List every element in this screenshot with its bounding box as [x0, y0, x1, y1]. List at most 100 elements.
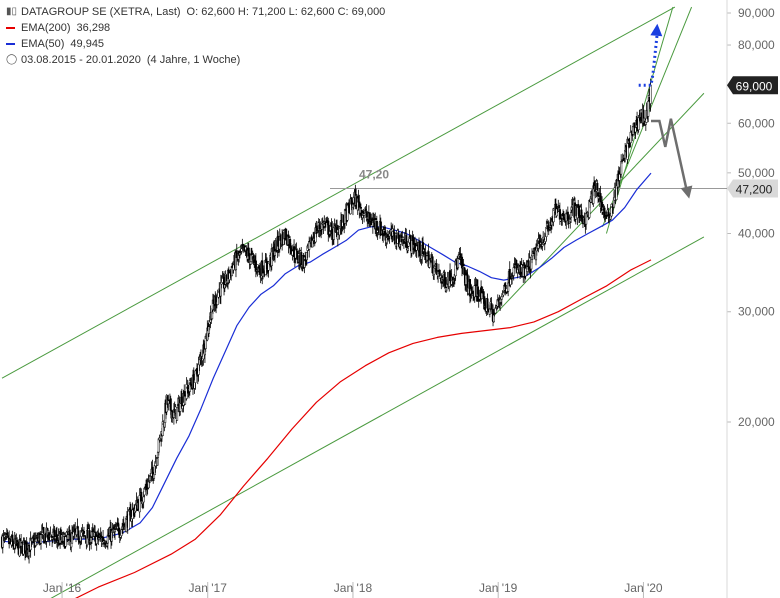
- candle-body: [620, 160, 624, 163]
- x-tick-label: Jan '18: [334, 581, 373, 595]
- candle-body: [569, 212, 573, 219]
- instrument-name: DATAGROUP SE (XETRA, Last): [21, 6, 181, 18]
- candle-body: [42, 526, 45, 534]
- trendlines: [1, 6, 705, 598]
- x-tick-label: Jan '20: [624, 581, 663, 595]
- ema200-series: [75, 259, 652, 598]
- legend-ema50[interactable]: EMA(50) 49,945: [6, 36, 385, 52]
- y-tick-label: 50,000: [738, 166, 775, 180]
- level-price-label: 47,200: [736, 183, 773, 197]
- candle-body: [203, 349, 206, 356]
- channel-upper: [1, 6, 676, 379]
- level-label: 47,20: [359, 168, 389, 182]
- candle-body: [402, 237, 405, 240]
- candle-body: [140, 491, 143, 502]
- ema50-value: 49,945: [70, 38, 105, 50]
- y-tick-label: 60,000: [738, 116, 775, 130]
- ema200-line: [75, 259, 652, 598]
- last-price-tag: [727, 76, 778, 95]
- ema200-label: EMA(200): [21, 22, 71, 34]
- ohlc-values: O: 62,600 H: 71,200 L: 62,600 C: 69,000: [186, 6, 386, 18]
- ema50-swatch: [6, 43, 15, 45]
- period-duration: (4 Jahre, 1 Woche): [146, 54, 241, 66]
- ema200-value: 36,298: [76, 22, 111, 34]
- candle-body: [431, 256, 434, 274]
- candle-body: [511, 277, 514, 279]
- candle-body: [161, 421, 164, 436]
- candle-body: [78, 540, 81, 543]
- candle-body: [138, 495, 141, 513]
- candle-body: [194, 370, 197, 383]
- candle-body: [363, 213, 366, 216]
- y-tick-label: 40,000: [738, 227, 775, 241]
- candle-body: [486, 298, 489, 309]
- candle-body: [649, 84, 652, 104]
- chart-legend: ▮▯ DATAGROUP SE (XETRA, Last) O: 62,600 …: [6, 4, 385, 68]
- candle-body: [176, 406, 179, 421]
- y-tick-label: 80,000: [738, 38, 775, 52]
- candle-body: [240, 248, 243, 252]
- projection-up-path: [638, 31, 659, 87]
- candle-body: [47, 532, 51, 536]
- projection-arrows: [638, 23, 693, 199]
- candle-body: [500, 296, 503, 300]
- candle-body: [211, 311, 214, 320]
- x-tick-label: Jan '16: [43, 581, 82, 595]
- candle-body: [596, 182, 599, 191]
- candle-body: [64, 536, 67, 547]
- legend-period: ◯ 03.08.2015 - 20.01.2020 (4 Jahre, 1 Wo…: [6, 52, 385, 68]
- candle-body: [94, 531, 97, 533]
- legend-ema200[interactable]: EMA(200) 36,298: [6, 20, 385, 36]
- candle-body: [512, 267, 515, 276]
- candle-body: [98, 537, 101, 540]
- candle-body: [375, 220, 378, 231]
- candle-body: [169, 398, 172, 411]
- candle-body: [11, 534, 14, 542]
- candle-body: [388, 233, 391, 237]
- ema50-line: [1, 172, 652, 545]
- period-range: 03.08.2015 - 20.01.2020: [21, 54, 141, 66]
- candle-body: [418, 241, 421, 257]
- candle-body: [460, 256, 464, 269]
- candle-body: [142, 496, 145, 503]
- y-axis-ticks: 90,000 80,000 60,000 50,000 40,000 30,000 20,0…: [726, 0, 775, 598]
- candle-body: [541, 244, 544, 247]
- candle-body: [509, 278, 512, 286]
- axis-labels: Jan '16 Jan '17 Jan '18 Jan '19 Jan '20 69,00…: [43, 76, 778, 598]
- horizontal-level: 47,20: [330, 168, 727, 190]
- level-price-tag: [727, 179, 778, 198]
- candle-body: [39, 534, 43, 544]
- candle-body: [267, 261, 270, 271]
- candle-body: [6, 532, 9, 536]
- projection-down-arrowhead: [680, 185, 693, 199]
- projection-up-arrowhead: [650, 23, 663, 37]
- candle-body: [438, 269, 441, 276]
- candle-body: [379, 221, 382, 236]
- clock-icon: ◯: [6, 54, 18, 65]
- candle-body: [82, 531, 86, 534]
- x-tick-label: Jan '19: [479, 581, 518, 595]
- x-tick-label: Jan '17: [189, 581, 228, 595]
- candle-body: [425, 260, 428, 263]
- channel-lower: [50, 236, 705, 598]
- legend-title-row: ▮▯ DATAGROUP SE (XETRA, Last) O: 62,600 …: [6, 4, 385, 20]
- y-tick-label: 90,000: [738, 6, 775, 20]
- candlestick-icon: ▮▯: [6, 6, 18, 17]
- candle-body: [113, 529, 117, 532]
- ema50-series: [1, 172, 652, 545]
- candle-body: [603, 207, 606, 218]
- candle-body: [647, 101, 650, 117]
- ema200-swatch: [6, 27, 15, 29]
- candle-body: [462, 263, 465, 266]
- candle-body: [273, 251, 277, 256]
- last-price-label: 69,000: [736, 79, 773, 93]
- candle-body: [77, 530, 80, 541]
- y-tick-label: 20,000: [738, 415, 775, 429]
- candle-body: [406, 247, 409, 251]
- projection-down-path: [651, 118, 689, 193]
- candle-body: [435, 263, 438, 271]
- candle-body: [456, 258, 460, 269]
- candle-body: [359, 207, 362, 209]
- candle-body: [461, 266, 464, 268]
